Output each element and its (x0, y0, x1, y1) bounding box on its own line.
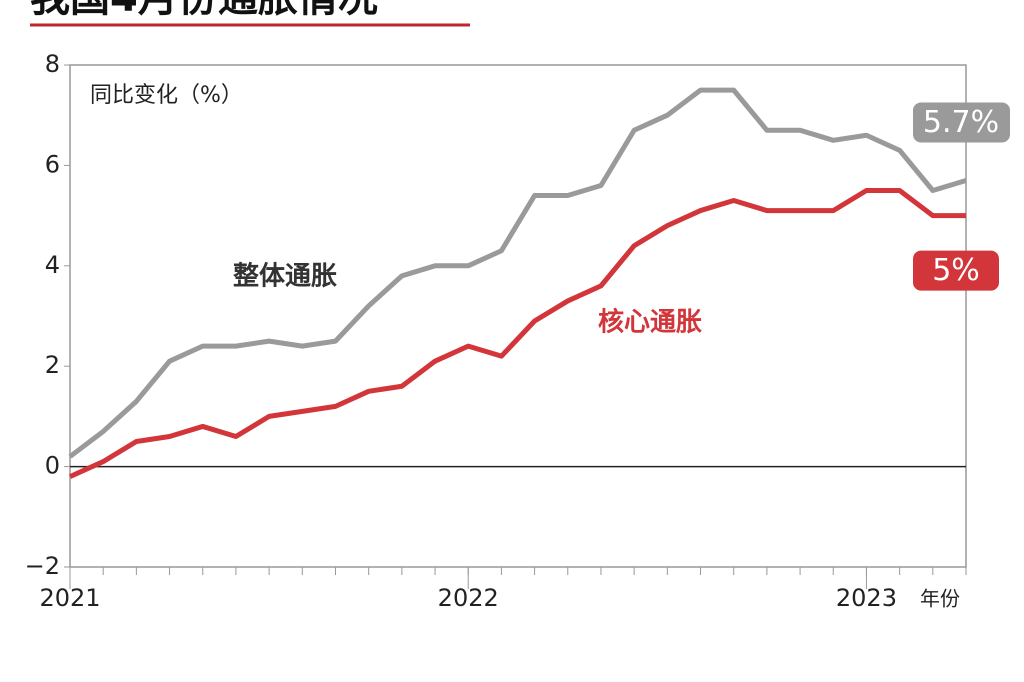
series-line (68, 188, 966, 479)
y-tick-label: 4 (45, 251, 60, 279)
x-tick-label: 2023 (836, 584, 897, 612)
y-tick-label: 0 (45, 452, 60, 480)
y-tick-label: 2 (45, 351, 60, 379)
plot-frame (69, 64, 967, 568)
y-tick-label: −2 (25, 552, 60, 580)
x-tick-label: 2021 (39, 584, 100, 612)
series-label: 核心通胀 (598, 307, 702, 338)
value-label: 5% (932, 253, 980, 288)
value-label-badge: 5.7% (913, 102, 1010, 143)
series-label: 整体通胀 (233, 261, 337, 292)
series-line (68, 87, 967, 459)
value-label-badge: 5% (913, 250, 999, 291)
value-label-box (913, 250, 999, 291)
x-axis-label: 年份 (920, 587, 960, 611)
x-tick-label: 2022 (438, 584, 499, 612)
value-label: 5.7% (923, 105, 999, 140)
y-axis-label: 同比变化（%） (90, 83, 243, 108)
y-tick-label: 8 (45, 50, 60, 78)
y-tick-label: 6 (45, 150, 60, 178)
chart-title: 我国4月份通胀情况 (30, 0, 378, 21)
value-label-box (913, 102, 1010, 143)
